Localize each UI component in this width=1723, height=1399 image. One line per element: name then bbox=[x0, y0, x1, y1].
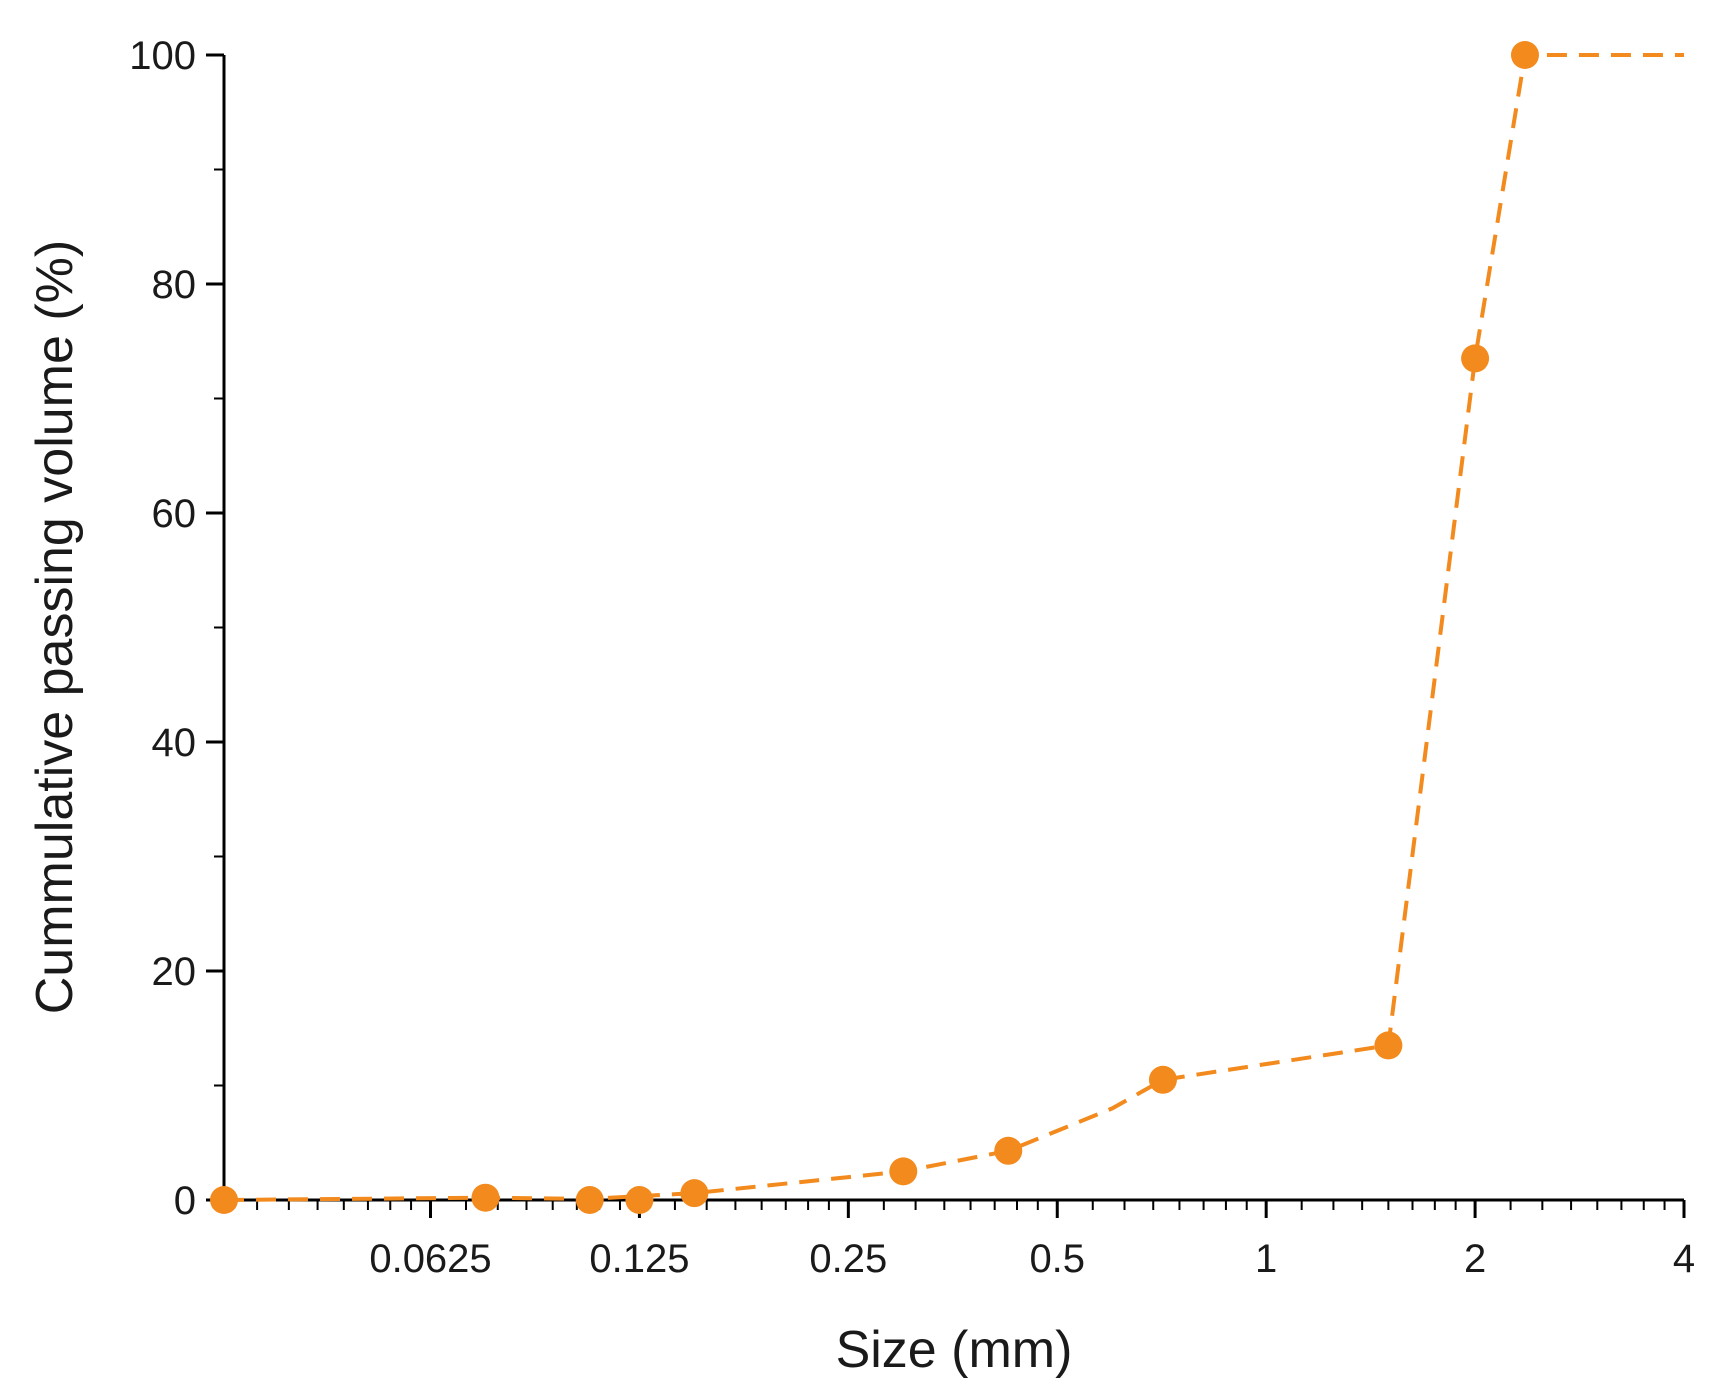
x-tick-label: 0.5 bbox=[1029, 1237, 1085, 1281]
data-point bbox=[575, 1186, 604, 1214]
y-tick-label: 20 bbox=[152, 950, 197, 994]
data-point bbox=[994, 1136, 1023, 1165]
x-tick-label: 4 bbox=[1673, 1237, 1695, 1281]
data-point bbox=[471, 1183, 500, 1212]
data-point bbox=[1510, 41, 1539, 69]
y-axis-title: Cummulative passing volume (%) bbox=[26, 240, 84, 1015]
axes bbox=[222, 55, 1684, 1202]
axis-ticks bbox=[206, 53, 1686, 1218]
y-tick-label: 60 bbox=[152, 492, 197, 536]
data-point bbox=[1374, 1031, 1403, 1060]
series-layer bbox=[210, 41, 1684, 1214]
data-point bbox=[210, 1186, 238, 1214]
x-axis-title: Size (mm) bbox=[836, 1321, 1073, 1379]
data-point bbox=[1461, 344, 1490, 373]
data-point bbox=[680, 1179, 709, 1208]
x-tick-label: 0.0625 bbox=[369, 1237, 491, 1281]
data-point bbox=[1148, 1065, 1177, 1094]
y-tick-label: 40 bbox=[152, 721, 197, 765]
data-point bbox=[625, 1186, 654, 1214]
x-tick-label: 1 bbox=[1255, 1237, 1277, 1281]
y-tick-label: 80 bbox=[152, 263, 197, 307]
series-line bbox=[223, 53, 1684, 1202]
y-tick-label: 0 bbox=[174, 1179, 196, 1223]
tick-labels: 0 20 40 60 80 100 0.0625 0.125 0.25 0.5 1 2 4 bbox=[129, 34, 1695, 1281]
x-tick-label: 2 bbox=[1464, 1237, 1486, 1281]
data-point bbox=[889, 1157, 918, 1186]
x-tick-label: 0.25 bbox=[809, 1237, 887, 1281]
x-tick-label: 0.125 bbox=[589, 1237, 689, 1281]
y-tick-label: 100 bbox=[129, 34, 196, 78]
